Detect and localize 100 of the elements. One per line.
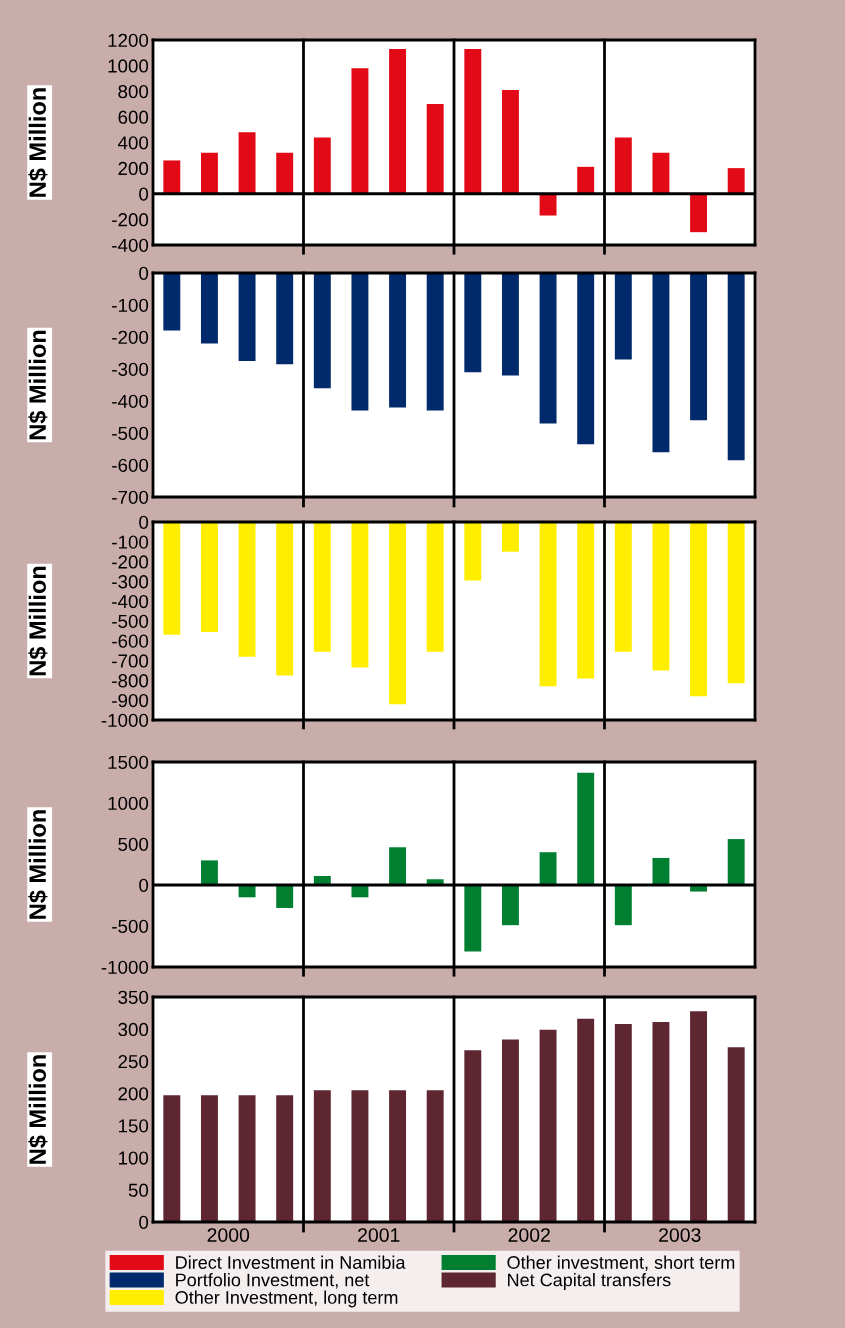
bar [539, 852, 557, 885]
y-tick-label: -700 [112, 654, 149, 668]
bar [351, 885, 369, 898]
y-axis-title: N$ Million [28, 566, 48, 676]
bar [200, 1095, 218, 1222]
y-axis-title: N$ Million [28, 810, 48, 919]
y-tick-label: -500 [112, 919, 149, 933]
bar [200, 860, 218, 885]
bar [238, 885, 256, 898]
bar [200, 152, 218, 194]
y-tick-label: 1000 [108, 59, 149, 73]
y-tick-label: 200 [118, 1087, 149, 1101]
legend-label: Direct Investment in Namibia [176, 1255, 406, 1269]
y-tick-label: -600 [112, 634, 149, 648]
bar [351, 1090, 369, 1222]
y-tick-label: 100 [118, 1151, 149, 1165]
bar [652, 152, 670, 194]
bar [276, 885, 294, 908]
y-tick-label: -400 [112, 394, 149, 408]
y-tick-label: 800 [118, 84, 149, 99]
y-tick-label: 300 [118, 1022, 149, 1037]
bar [426, 104, 444, 194]
bar [351, 68, 369, 194]
bar [464, 1050, 482, 1222]
text: 2000 [207, 1228, 250, 1242]
bar [614, 1024, 632, 1222]
y-tick-label: -300 [112, 575, 149, 589]
legend-label: Other investment, short term [507, 1255, 735, 1272]
y-tick-label: 1000 [108, 796, 149, 810]
y-tick-label: 150 [118, 1119, 149, 1133]
text: 2002 [508, 1228, 550, 1242]
bar [690, 193, 708, 233]
bar [313, 137, 331, 194]
y-tick-label: -500 [112, 614, 149, 628]
bar [652, 1022, 670, 1222]
y-tick-label: 600 [118, 110, 149, 124]
bar [577, 1018, 595, 1222]
y-tick-label: -1000 [101, 713, 149, 727]
y-tick-label: -200 [112, 330, 149, 344]
bar [313, 1090, 331, 1222]
bar [163, 1095, 181, 1222]
y-tick-label: -700 [112, 490, 149, 504]
bar [539, 193, 557, 216]
y-tick-label: 1200 [108, 33, 149, 47]
bar [727, 168, 745, 194]
legend-label: Other Investment, long term [175, 1290, 398, 1308]
bar [727, 839, 745, 885]
y-tick-label: 0 [139, 1215, 149, 1229]
y-tick-label: -600 [112, 458, 149, 472]
y-tick-label: -200 [112, 555, 149, 569]
y-tick-label: 200 [118, 161, 149, 176]
bar [614, 885, 632, 926]
y-tick-label: 250 [118, 1054, 149, 1069]
y-tick-label: -100 [112, 535, 149, 549]
bar [163, 160, 181, 194]
y-tick-label: 0 [139, 266, 149, 280]
y-tick-label: -400 [112, 238, 149, 252]
y-tick-label: 0 [139, 878, 149, 892]
bar [690, 1011, 708, 1222]
legend-label: Portfolio Investment, net [176, 1273, 370, 1289]
y-tick-label: -900 [112, 693, 149, 708]
y-tick-label: 400 [117, 136, 149, 150]
y-tick-label: -1000 [101, 960, 149, 974]
y-tick-label: -500 [112, 426, 149, 440]
y-tick-label: 1500 [108, 755, 149, 769]
y-axis-title: N$ Million [28, 88, 48, 197]
bar [577, 166, 595, 194]
y-tick-label: 500 [118, 837, 149, 851]
text: 2003 [659, 1228, 701, 1242]
bar [464, 885, 482, 952]
bar [501, 1039, 519, 1222]
bar [389, 1090, 407, 1222]
y-tick-label: -400 [112, 594, 149, 609]
y-tick-label: -100 [112, 298, 149, 312]
bar [652, 857, 670, 885]
bar [577, 772, 595, 885]
y-axis-title: N$ Million [28, 330, 48, 440]
y-tick-label: 50 [128, 1183, 149, 1197]
bar [539, 1029, 557, 1222]
bar [389, 847, 407, 885]
bar [501, 89, 519, 194]
y-tick-label: 350 [118, 990, 149, 1004]
bar [426, 1090, 444, 1222]
y-tick-label: 0 [139, 515, 149, 529]
bar [501, 885, 519, 926]
bar [276, 1095, 294, 1222]
y-tick-label: -200 [112, 213, 149, 227]
bar [464, 48, 482, 194]
bar [614, 137, 632, 194]
y-axis-title: N$ Million [28, 1055, 48, 1164]
bar [727, 1047, 745, 1222]
y-tick-label: 0 [139, 187, 149, 201]
bar [276, 152, 294, 194]
bar [389, 48, 407, 194]
y-tick-label: -800 [112, 674, 149, 688]
text: 2001 [358, 1228, 400, 1242]
legend-label: Net Capital transfers [508, 1273, 671, 1290]
bar [238, 1095, 256, 1222]
bar [238, 132, 256, 194]
y-tick-label: -300 [112, 362, 149, 376]
